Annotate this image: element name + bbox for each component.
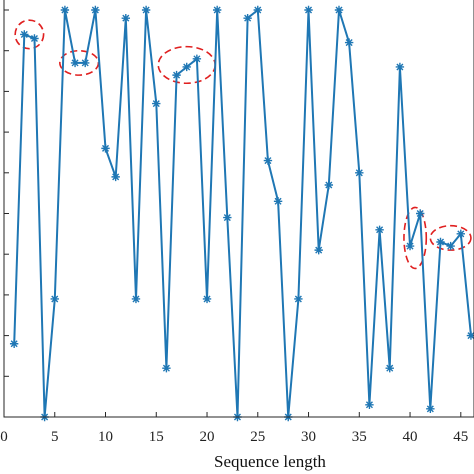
data-point-marker [20, 30, 29, 39]
data-point-marker [162, 363, 171, 373]
data-point-marker [192, 54, 202, 64]
data-point-marker [395, 62, 405, 72]
axes-layer: 0 5 10 15 20 25 30 35 40 45 [0, 0, 474, 445]
data-point-marker [365, 400, 374, 409]
data-point-marker [405, 241, 415, 251]
series-layer [9, 5, 474, 422]
data-point-marker [253, 5, 262, 15]
x-tick-label: 40 [403, 429, 418, 445]
data-point-marker [141, 5, 151, 15]
x-tick-label: 30 [301, 429, 316, 445]
data-point-marker [81, 58, 90, 68]
data-point-marker [456, 229, 466, 239]
highlight-ellipse [403, 206, 428, 270]
data-point-marker [355, 168, 364, 177]
data-point-marker [263, 156, 273, 165]
data-point-marker [202, 294, 212, 304]
data-point-marker [111, 172, 120, 182]
data-point-marker [223, 213, 232, 222]
series-line [13, 8, 472, 418]
data-point-marker [70, 58, 80, 68]
data-point-marker [314, 245, 323, 255]
data-point-marker [131, 294, 141, 304]
data-point-marker [60, 5, 70, 15]
data-point-marker [30, 34, 39, 43]
data-point-marker [385, 363, 394, 373]
x-tick-label: 20 [200, 429, 215, 445]
data-point-marker [50, 294, 59, 304]
x-tick-label: 15 [149, 429, 164, 445]
x-tick-label: 10 [98, 429, 113, 445]
highlight-ellipse [14, 19, 45, 50]
data-point-marker [334, 5, 344, 15]
data-point-marker [182, 62, 191, 72]
data-point-marker [9, 339, 19, 348]
data-point-marker [101, 144, 110, 153]
data-point-marker [375, 225, 384, 234]
data-point-marker [121, 13, 131, 23]
data-point-marker [212, 5, 222, 15]
data-point-marker [426, 404, 435, 414]
data-point-marker [243, 13, 252, 23]
data-point-marker [273, 197, 283, 206]
data-point-marker [294, 294, 303, 304]
axes-frame [3, 0, 474, 418]
data-point-marker [466, 331, 474, 340]
data-point-marker [152, 99, 161, 108]
x-tick-label: 45 [453, 429, 468, 445]
data-point-marker [436, 237, 445, 247]
x-tick-label: 35 [352, 429, 367, 445]
data-point-marker [415, 209, 425, 218]
data-point-marker [344, 38, 354, 47]
x-axis-title: Sequence length [214, 452, 326, 471]
data-point-marker [324, 180, 334, 190]
data-point-marker [446, 241, 455, 251]
x-tick-label: 0 [0, 429, 8, 445]
data-point-marker [172, 70, 181, 80]
data-point-marker [91, 5, 100, 15]
x-tick-label: 25 [250, 429, 265, 445]
x-tick-label: 5 [51, 429, 59, 445]
data-point-marker [304, 5, 313, 15]
